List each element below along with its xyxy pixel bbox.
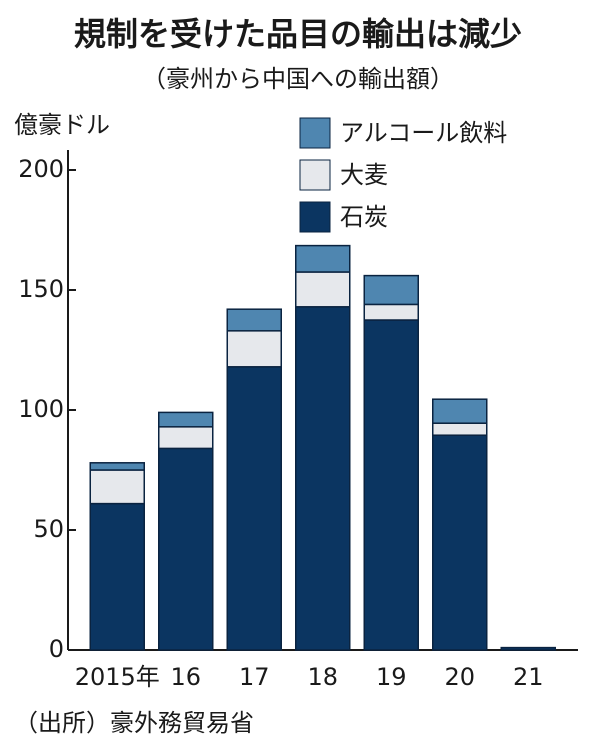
bar-segment [226, 366, 282, 651]
bar-segment [89, 502, 145, 651]
y-tick-label: 50 [33, 515, 64, 543]
x-tick-label: 2015年 [75, 663, 160, 691]
x-tick-label: 18 [307, 663, 338, 691]
bar-segment [89, 462, 145, 471]
legend-swatch [299, 159, 331, 191]
bar-segment [226, 308, 282, 332]
legend-label: 石炭 [340, 203, 388, 231]
x-tick-label: 17 [239, 663, 270, 691]
y-tick-label: 0 [49, 635, 64, 663]
bar-segment [363, 274, 419, 306]
bar-segment [226, 330, 282, 368]
source: （出所）豪外務貿易省 [14, 709, 254, 737]
legend-label: アルコール飲料 [340, 119, 507, 147]
bar-segment [363, 303, 419, 321]
x-tick-label: 20 [444, 663, 475, 691]
bar-segment [295, 306, 351, 651]
legend-label: 大麦 [340, 161, 388, 189]
bar-segment [89, 469, 145, 505]
bar-segment [363, 319, 419, 651]
bar-segment [158, 447, 214, 651]
y-tick-label: 200 [18, 155, 64, 183]
y-axis-label: 億豪ドル [14, 111, 110, 139]
x-tick-label: 19 [376, 663, 407, 691]
bar-segment [432, 434, 488, 651]
chart-subtitle: （豪州から中国への輸出額） [142, 65, 454, 93]
bar-segment [295, 271, 351, 308]
bar-segment [158, 426, 214, 450]
bar-segment [500, 646, 556, 651]
legend-swatch [299, 117, 331, 149]
x-tick-label: 16 [170, 663, 201, 691]
legend-swatch [299, 201, 331, 233]
bar-segment [295, 244, 351, 273]
bar-segment [432, 398, 488, 424]
x-tick-label: 21 [513, 663, 544, 691]
bar-segment [158, 411, 214, 428]
y-tick-label: 100 [18, 395, 64, 423]
bar-segment [432, 422, 488, 436]
y-tick-label: 150 [18, 275, 64, 303]
chart-title: 規制を受けた品目の輸出は減少 [74, 15, 522, 53]
